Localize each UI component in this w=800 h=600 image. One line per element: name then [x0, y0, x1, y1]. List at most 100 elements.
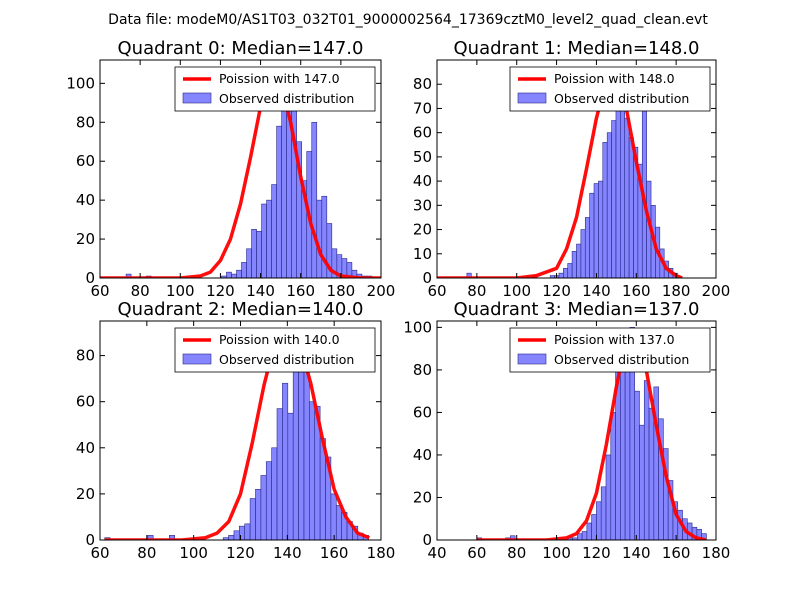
histogram-bar	[244, 523, 251, 540]
legend-poisson-label: Poission with 148.0	[554, 71, 675, 86]
legend-box	[509, 327, 711, 373]
y-tick-label: 40	[413, 446, 432, 464]
histogram-bar	[266, 199, 272, 278]
histogram-bar	[606, 132, 612, 278]
x-tick-label: 160	[662, 544, 691, 562]
x-tick-label: 80	[137, 544, 156, 562]
y-tick-label: 20	[413, 488, 432, 506]
figure-title: Data file: modeM0/AS1T03_032T01_90000025…	[108, 12, 708, 28]
histogram-bars	[476, 327, 707, 540]
y-tick-label: 80	[413, 75, 432, 93]
y-tick-label: 20	[413, 221, 432, 239]
x-tick-label: 200	[367, 282, 396, 300]
x-tick-label: 140	[622, 544, 651, 562]
y-tick-label: 60	[76, 152, 95, 170]
histogram-bar	[276, 125, 282, 278]
legend-observed-label: Observed distribution	[219, 91, 354, 106]
y-tick-label: 10	[413, 245, 432, 263]
y-tick-label: 40	[413, 172, 432, 190]
y-tick-label: 40	[76, 191, 95, 209]
histogram-bar	[624, 117, 630, 278]
histogram-bar	[589, 192, 595, 278]
histogram-bar	[610, 412, 616, 540]
chart-panels: 60 80 100 120 140 160 180 200020406080100Quadra…	[66, 38, 730, 562]
histogram-bar	[228, 535, 235, 540]
y-tick-label: 0	[85, 269, 95, 287]
x-tick-label: 120	[542, 282, 571, 300]
legend-observed-label: Observed distribution	[554, 352, 689, 367]
histogram-bar	[643, 380, 650, 540]
histogram-bar	[639, 424, 645, 540]
histogram-bar	[233, 530, 240, 540]
x-tick-label: 160	[622, 282, 651, 300]
chart-panel-2: 60 80 100 120 140 160 180 0 20 40 60 80 Quadrant 2: …	[76, 299, 395, 562]
histogram-bar	[261, 203, 267, 278]
histogram-bar	[255, 488, 262, 540]
histogram-bar	[236, 269, 242, 278]
legend-poisson-label: Poission with 137.0	[554, 332, 675, 347]
y-tick-label: 80	[76, 347, 95, 365]
histogram-bar	[330, 493, 337, 540]
x-tick-label: 160	[320, 544, 349, 562]
y-tick-label: 0	[422, 531, 432, 549]
legend: Poission with 147.0 Observed distribution	[174, 66, 376, 112]
x-tick-label: 160	[286, 282, 315, 300]
histogram-bar	[260, 475, 267, 540]
x-tick-label: 60	[467, 544, 486, 562]
histogram-bar	[335, 505, 342, 540]
histogram-bar	[598, 180, 604, 278]
legend-observed-swatch	[182, 353, 212, 365]
chart-panel-0: 60 80 100 120 140 160 180 200 0 20 40 60 80 100 Quadra…	[66, 38, 395, 300]
histogram-bar	[648, 407, 655, 540]
x-tick-label: 40	[427, 544, 446, 562]
histogram-bar	[591, 514, 597, 540]
chart-title: Quadrant 0: Median=147.0	[118, 38, 364, 59]
histogram-bar	[292, 346, 299, 540]
x-tick-label: 60	[427, 282, 446, 300]
x-tick-label: 100	[502, 282, 531, 300]
legend-poisson-label: Poission with 140.0	[219, 332, 340, 347]
y-tick-label: 80	[413, 361, 432, 379]
histogram-bar	[276, 408, 283, 540]
x-tick-label: 140	[582, 282, 611, 300]
x-tick-label: 120	[226, 544, 255, 562]
y-tick-label: 70	[413, 99, 432, 117]
chart-panel-1: 60 80 100 120 140 160 180 200 0 10 20 30 40 50 60 70 80 Q…	[413, 38, 730, 300]
histogram-bar	[311, 121, 318, 278]
histogram-bar	[584, 217, 590, 278]
x-tick-label: 60	[90, 282, 109, 300]
x-tick-label: 180	[367, 544, 396, 562]
y-tick-label: 60	[413, 124, 432, 142]
x-tick-label: 80	[131, 282, 150, 300]
histogram-bar	[581, 531, 588, 540]
histogram-bar	[256, 230, 262, 278]
x-tick-label: 180	[662, 282, 691, 300]
x-tick-label: 140	[246, 282, 275, 300]
histogram-bar	[265, 461, 272, 540]
x-tick-label: 200	[702, 282, 731, 300]
histogram-bar	[251, 229, 257, 278]
histogram-bar	[231, 273, 237, 278]
histogram-bar	[611, 120, 617, 278]
x-tick-label: 120	[206, 282, 235, 300]
legend-poisson-label: Poission with 147.0	[219, 71, 340, 86]
y-tick-label: 40	[76, 439, 95, 457]
histogram-bar	[271, 184, 277, 278]
histogram-bar	[241, 262, 247, 278]
y-tick-label: 60	[76, 393, 95, 411]
histogram-bar	[600, 486, 607, 540]
legend-observed-swatch	[182, 92, 212, 104]
histogram-bar	[620, 108, 626, 278]
histogram-bar	[576, 533, 583, 540]
histogram-bar	[576, 243, 582, 278]
histogram-bar	[593, 183, 599, 278]
x-tick-label: 100	[542, 544, 571, 562]
y-tick-label: 30	[413, 196, 432, 214]
plot-frame	[436, 320, 717, 541]
histogram-bar	[246, 248, 252, 278]
histogram-bar	[298, 364, 305, 540]
y-tick-label: 20	[76, 485, 95, 503]
x-tick-label: 100	[179, 544, 208, 562]
chart-title: Quadrant 3: Median=137.0	[454, 299, 700, 320]
